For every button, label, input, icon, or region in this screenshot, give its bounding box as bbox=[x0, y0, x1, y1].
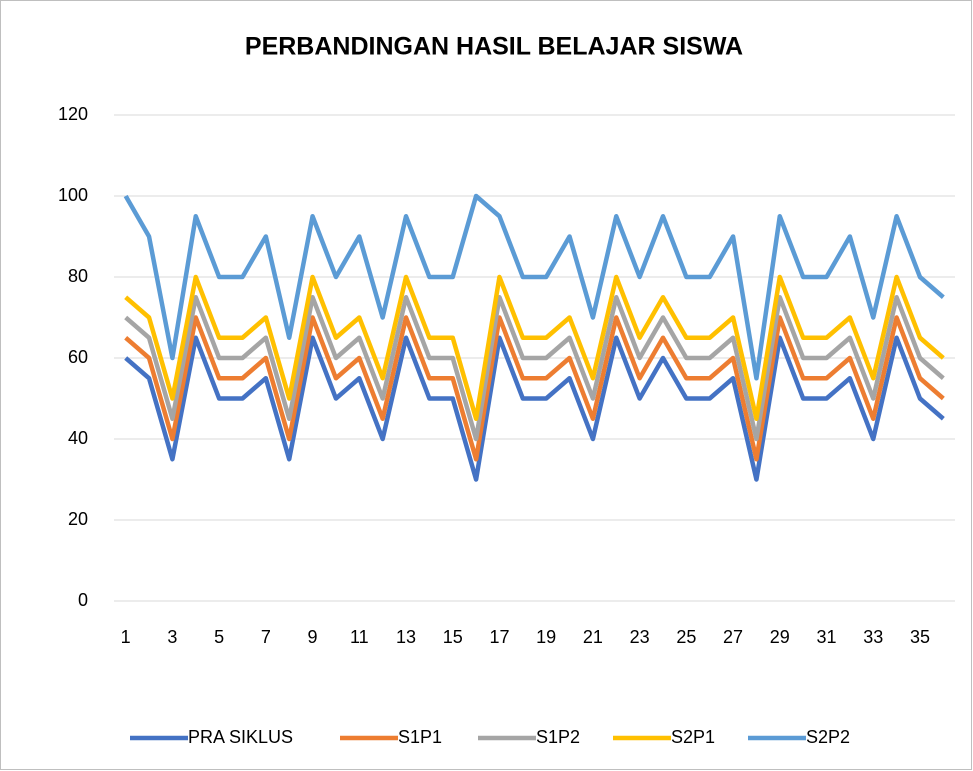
x-tick-label: 15 bbox=[443, 627, 463, 647]
x-tick-label: 19 bbox=[536, 627, 556, 647]
legend-label: S2P1 bbox=[671, 727, 715, 747]
x-tick-label: 11 bbox=[350, 627, 369, 647]
data-line bbox=[124, 315, 945, 462]
x-tick-label: 5 bbox=[214, 627, 224, 647]
x-tick-label: 29 bbox=[770, 627, 790, 647]
x-tick-label: 13 bbox=[396, 627, 416, 647]
x-tick-label: 3 bbox=[167, 627, 177, 647]
y-tick-label: 80 bbox=[68, 266, 88, 286]
x-tick-label: 1 bbox=[121, 627, 131, 647]
y-tick-label: 120 bbox=[58, 104, 88, 124]
legend-label: S1P1 bbox=[398, 727, 442, 747]
y-tick-label: 0 bbox=[78, 590, 88, 610]
x-tick-label: 21 bbox=[583, 627, 603, 647]
x-tick-label: 7 bbox=[261, 627, 271, 647]
x-tick-label: 31 bbox=[816, 627, 836, 647]
x-tick-label: 17 bbox=[489, 627, 509, 647]
x-tick-label: 27 bbox=[723, 627, 743, 647]
x-tick-label: 35 bbox=[910, 627, 930, 647]
x-tick-label: 9 bbox=[308, 627, 318, 647]
data-line bbox=[124, 335, 945, 482]
x-tick-label: 23 bbox=[630, 627, 650, 647]
x-tick-label: 25 bbox=[676, 627, 696, 647]
y-tick-label: 20 bbox=[68, 509, 88, 529]
data-line bbox=[123, 193, 945, 381]
y-tick-label: 100 bbox=[58, 185, 88, 205]
legend-label: S1P2 bbox=[536, 727, 580, 747]
y-tick-label: 60 bbox=[68, 347, 88, 367]
data-line bbox=[124, 295, 945, 442]
data-line bbox=[124, 274, 945, 421]
legend-label: PRA SIKLUS bbox=[188, 727, 293, 747]
y-tick-label: 40 bbox=[68, 428, 88, 448]
legend-label: S2P2 bbox=[806, 727, 850, 747]
x-tick-label: 33 bbox=[863, 627, 883, 647]
chart-title: PERBANDINGAN HASIL BELAJAR SISWA bbox=[245, 33, 743, 61]
